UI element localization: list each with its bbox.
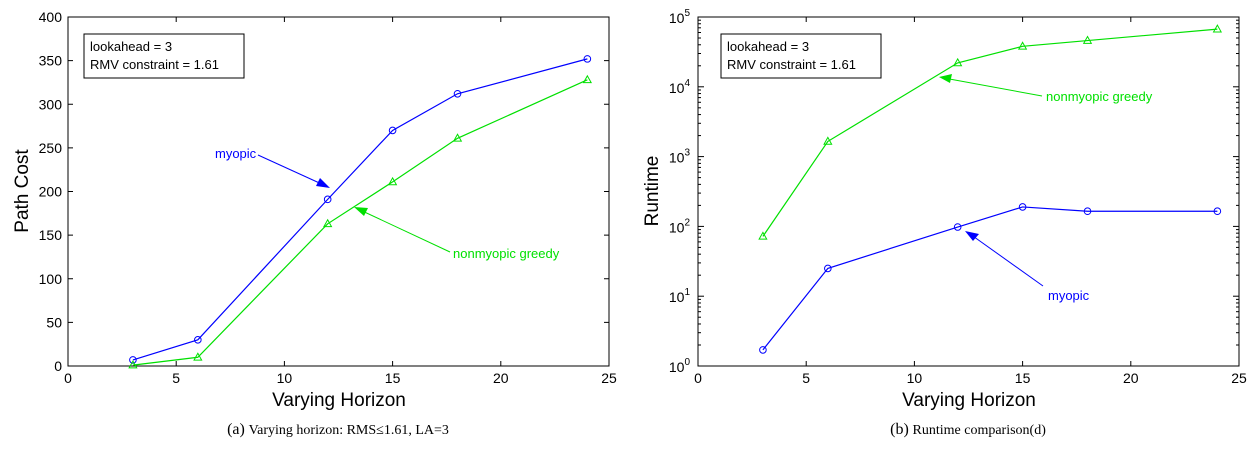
y-tick-label: 350 bbox=[39, 53, 63, 69]
y-tick-label: 0 bbox=[54, 358, 62, 374]
chart-b: 0 5 10 15 20 25 100 101 102 103 104 105 lookahead … bbox=[642, 8, 1247, 438]
x-tick-label: 25 bbox=[1231, 370, 1247, 386]
chart-b-x-ticks: 0 5 10 15 20 25 bbox=[694, 17, 1247, 386]
chart-a-caption-prefix: (a) bbox=[227, 421, 245, 438]
x-tick-label: 10 bbox=[277, 370, 293, 386]
x-tick-label: 20 bbox=[1123, 370, 1139, 386]
x-tick-label: 0 bbox=[64, 370, 72, 386]
chart-b-arrow-myopic bbox=[969, 233, 1044, 287]
chart-b-arrowhead-nonmyopic bbox=[939, 74, 952, 83]
series-line bbox=[132, 79, 588, 366]
y-tick-label: 103 bbox=[669, 148, 691, 166]
y-tick-label: 100 bbox=[39, 271, 63, 287]
y-tick-label: 100 bbox=[669, 357, 691, 375]
data-point bbox=[1212, 24, 1223, 33]
data-point bbox=[387, 176, 398, 186]
data-point bbox=[1017, 41, 1028, 50]
data-point bbox=[129, 356, 137, 364]
x-tick-label: 25 bbox=[601, 370, 617, 386]
data-point bbox=[823, 136, 833, 145]
data-point bbox=[323, 195, 332, 204]
data-point bbox=[452, 133, 463, 142]
svg-text:(a) Varying horizon:: (a) Varying horizon: RMS≤1.61, LA=3 bbox=[227, 421, 449, 438]
x-tick-label: 5 bbox=[172, 370, 180, 386]
chart-b-arrow-nonmyopic bbox=[943, 77, 1043, 97]
data-point bbox=[1082, 35, 1093, 44]
chart-b-annotation-nonmyopic: nonmyopic greedy bbox=[1046, 89, 1153, 104]
chart-b-annotation-myopic: myopic bbox=[1048, 288, 1090, 303]
data-point bbox=[953, 57, 963, 67]
chart-b-x-axis-label: Varying Horizon bbox=[902, 390, 1036, 411]
chart-a-arrowhead-nonmyopic bbox=[354, 207, 368, 216]
data-point bbox=[194, 336, 202, 344]
data-point bbox=[582, 74, 593, 84]
x-tick-label: 15 bbox=[1015, 370, 1031, 386]
chart-b-series bbox=[758, 24, 1223, 354]
chart-a-legend-frame bbox=[83, 33, 245, 79]
chart-b-legend-frame bbox=[720, 33, 882, 79]
chart-a-annotation-myopic: myopic bbox=[215, 146, 257, 161]
data-point bbox=[1083, 207, 1092, 216]
x-tick-label: 15 bbox=[385, 370, 401, 386]
chart-b-y-ticks: 100 101 102 103 104 105 bbox=[669, 8, 1239, 375]
x-tick-label: 5 bbox=[802, 370, 810, 386]
chart-b-caption: (b) Runtime comparison(d) bbox=[890, 421, 1046, 438]
chart-a-x-ticks: 0 5 10 15 20 25 bbox=[64, 17, 617, 386]
chart-a-legend-line-1: lookahead = 3 bbox=[90, 39, 172, 54]
series-line bbox=[762, 28, 1218, 237]
chart-a: 0 5 10 15 20 25 0 50 100 150 200 250 300 350 400 look… bbox=[12, 9, 617, 438]
chart-a-legend-line-2: RMV constraint = 1.61 bbox=[90, 57, 219, 72]
chart-a-caption-text: Varying horizon: RMS≤1.61, LA=3 bbox=[249, 423, 449, 438]
y-tick-label: 200 bbox=[39, 184, 63, 200]
data-point bbox=[128, 360, 138, 369]
chart-b-legend-line-1: lookahead = 3 bbox=[727, 39, 809, 54]
chart-a-x-axis-label: Varying Horizon bbox=[272, 390, 406, 411]
data-point bbox=[323, 218, 333, 228]
x-tick-label: 0 bbox=[694, 370, 702, 386]
chart-a-arrowhead-myopic bbox=[316, 178, 330, 188]
y-tick-label: 50 bbox=[46, 314, 62, 330]
data-point bbox=[453, 89, 462, 98]
x-tick-label: 20 bbox=[493, 370, 509, 386]
data-point bbox=[1213, 207, 1222, 216]
y-tick-label: 105 bbox=[669, 8, 691, 26]
chart-a-arrow-myopic bbox=[257, 154, 327, 187]
chart-a-arrow-nonmyopic bbox=[357, 208, 451, 253]
chart-a-y-ticks: 0 50 100 150 200 250 300 350 400 bbox=[39, 9, 609, 374]
chart-a-series bbox=[128, 55, 593, 369]
series-line bbox=[132, 58, 588, 361]
y-tick-label: 150 bbox=[39, 227, 63, 243]
y-tick-label: 104 bbox=[669, 78, 691, 96]
chart-b-y-axis-label: Runtime bbox=[642, 156, 663, 227]
data-point bbox=[388, 126, 397, 135]
data-point bbox=[1018, 203, 1027, 211]
chart-a-legend-box: lookahead = 3 RMV constraint = 1.61 bbox=[83, 33, 245, 79]
data-point bbox=[824, 264, 832, 273]
chart-b-annotations: nonmyopic greedy myopic bbox=[939, 74, 1153, 303]
data-point bbox=[759, 346, 767, 354]
chart-b-legend-line-2: RMV constraint = 1.61 bbox=[727, 57, 856, 72]
y-tick-label: 300 bbox=[39, 96, 63, 112]
x-tick-label: 10 bbox=[907, 370, 923, 386]
data-point bbox=[583, 55, 592, 63]
y-tick-label: 101 bbox=[669, 287, 691, 305]
data-point bbox=[193, 352, 203, 361]
chart-a-caption: (a) Varying horizon: RMS≤1.61, LA=3 bbox=[227, 421, 449, 438]
chart-a-annotation-nonmyopic: nonmyopic greedy bbox=[453, 246, 560, 261]
chart-b-caption-text: Runtime comparison(d) bbox=[913, 423, 1047, 438]
data-point bbox=[953, 223, 962, 231]
chart-b-legend-box: lookahead = 3 RMV constraint = 1.61 bbox=[720, 33, 882, 79]
y-tick-label: 250 bbox=[39, 140, 63, 156]
chart-a-y-axis-label: Path Cost bbox=[12, 149, 33, 233]
chart-b-caption-prefix: (b) bbox=[890, 421, 909, 438]
svg-text:(b) Runtime compariso: (b) Runtime comparison(d) bbox=[890, 421, 1046, 438]
y-tick-label: 400 bbox=[39, 9, 63, 25]
y-tick-label: 102 bbox=[669, 217, 691, 235]
data-point bbox=[758, 231, 768, 240]
chart-a-annotations: myopic nonmyopic greedy bbox=[215, 146, 560, 261]
chart-b-arrowhead-myopic bbox=[965, 231, 979, 241]
series-line bbox=[762, 206, 1218, 351]
